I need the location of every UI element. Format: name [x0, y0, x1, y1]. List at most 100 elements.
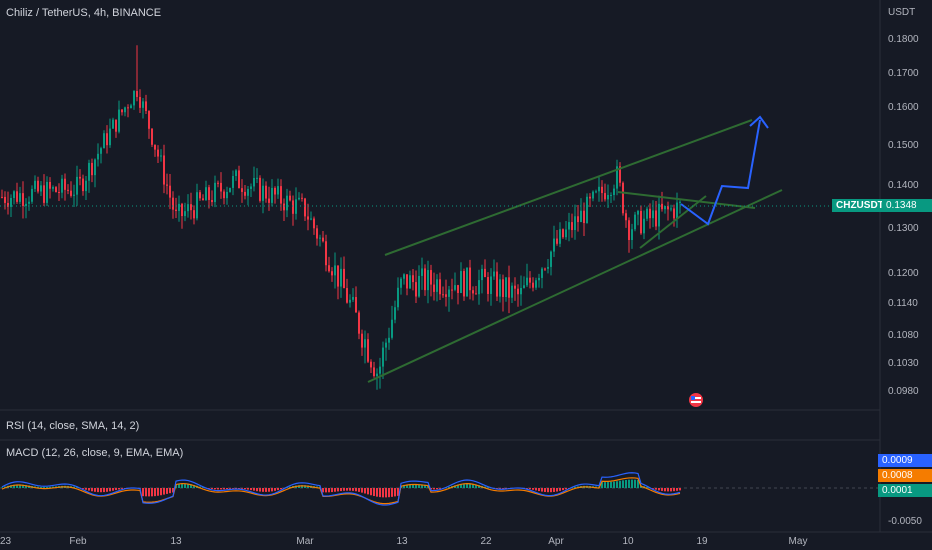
- candle-body: [373, 367, 375, 377]
- macd-histogram-bar: [187, 483, 189, 488]
- time-tick-label: 13: [396, 536, 408, 547]
- channel-lower-line[interactable]: [367, 189, 783, 383]
- projection-arrowhead: [749, 115, 769, 129]
- last-price-value-tag: 0.1348: [882, 199, 932, 212]
- symbol-title[interactable]: Chiliz / TetherUS, 4h, BINANCE: [6, 7, 162, 19]
- macd-histogram-bar: [469, 483, 471, 488]
- macd-histogram-bar: [103, 488, 105, 493]
- time-tick-label: 19: [696, 536, 708, 547]
- candle-body: [223, 191, 225, 199]
- projection-path[interactable]: [680, 119, 761, 226]
- candle-body: [106, 133, 108, 146]
- candle-body: [283, 203, 285, 211]
- candle-body: [289, 195, 291, 201]
- macd-pane: [1, 472, 681, 506]
- candle-body: [646, 208, 648, 219]
- macd-histogram-bar: [535, 488, 537, 491]
- macd-histogram-bar: [550, 488, 552, 493]
- candle-body: [160, 155, 162, 157]
- candle-body: [127, 107, 129, 109]
- candle-body: [454, 285, 456, 290]
- macd-histogram-bar: [157, 488, 159, 496]
- macd-histogram-bar: [460, 484, 462, 488]
- macd-histogram-bar: [634, 479, 636, 488]
- macd-histogram-bar: [661, 488, 663, 491]
- macd-histogram-bar: [166, 488, 168, 494]
- macd-histogram-bar: [421, 484, 423, 488]
- macd-histogram-bar: [265, 488, 267, 492]
- candle-body: [301, 197, 303, 199]
- flag-icon[interactable]: [689, 393, 703, 407]
- time-tick-label: 23: [0, 536, 12, 547]
- price-axis-unit: USDT: [888, 7, 915, 18]
- candle-body: [658, 203, 660, 227]
- candle-body: [520, 287, 522, 295]
- time-tick-label: 22: [480, 536, 492, 547]
- candle-body: [493, 271, 495, 277]
- macd-histogram-bar: [499, 488, 501, 489]
- macd-histogram-bar: [214, 488, 216, 490]
- candle-body: [292, 200, 294, 214]
- price-tick-label: 0.1200: [888, 268, 919, 279]
- candle-body: [247, 188, 249, 196]
- candle-body: [376, 373, 378, 377]
- price-axis[interactable]: USDT 0.1800 0.1700 0.1600 0.1500 0.1400 0.130…: [888, 7, 919, 397]
- macd-histogram-bar: [190, 484, 192, 488]
- candle-body: [64, 178, 66, 190]
- candle-body: [61, 178, 63, 193]
- macd-histogram-bar: [394, 488, 396, 497]
- triangle-upper-line[interactable]: [617, 191, 756, 209]
- candle-body: [298, 197, 300, 200]
- candle-body: [430, 270, 432, 285]
- candle-body: [340, 268, 342, 287]
- candle-body: [532, 282, 534, 288]
- macd-histogram-bar: [637, 480, 639, 488]
- rsi-title[interactable]: RSI (14, close, SMA, 14, 2): [6, 420, 140, 432]
- candle-body: [400, 278, 402, 288]
- macd-histogram-bar: [526, 488, 528, 489]
- macd-histogram-bar: [676, 488, 678, 491]
- macd-histogram-bar: [121, 488, 123, 489]
- candle-body: [259, 177, 261, 201]
- candle-body: [151, 128, 153, 145]
- candle-body: [535, 280, 537, 288]
- candle-body: [484, 268, 486, 278]
- macd-line: [1, 472, 681, 506]
- candle-body: [43, 185, 45, 203]
- macd-histogram-bar: [328, 488, 330, 493]
- candle-body: [76, 176, 78, 195]
- macd-histogram-bar: [49, 486, 51, 488]
- candle-body: [133, 90, 135, 106]
- candle-body: [331, 271, 333, 276]
- macd-histogram-bar: [673, 488, 675, 492]
- candle-body: [208, 187, 210, 200]
- candle-body: [559, 229, 561, 244]
- macd-histogram-bar: [355, 488, 357, 492]
- time-axis[interactable]: 23 Feb 13 Mar 13 22 Apr 10 19 May: [0, 536, 807, 547]
- macd-histogram-bar: [202, 487, 204, 488]
- time-tick-label: Apr: [548, 536, 564, 547]
- macd-histogram-bar: [160, 488, 162, 496]
- candle-body: [184, 211, 186, 217]
- macd-histogram-bar: [226, 488, 228, 490]
- macd-title[interactable]: MACD (12, 26, close, 9, EMA, EMA): [6, 447, 184, 459]
- macd-histogram-bar: [43, 487, 45, 488]
- candle-body: [412, 275, 414, 283]
- candle-body: [607, 195, 609, 200]
- macd-axis[interactable]: -0.0050: [888, 516, 922, 527]
- macd-histogram-bar: [403, 484, 405, 488]
- candle-body: [355, 297, 357, 313]
- macd-histogram-bar: [538, 488, 540, 492]
- macd-histogram-bar: [193, 485, 195, 488]
- candle-body: [571, 222, 573, 231]
- macd-histogram-bar: [277, 488, 279, 491]
- macd-line-value-tag: 0.0009: [878, 454, 932, 467]
- candle-body: [145, 101, 147, 111]
- channel-upper-line[interactable]: [384, 119, 753, 256]
- triangle-lower-line[interactable]: [639, 195, 707, 249]
- candle-body: [130, 105, 132, 109]
- candle-body: [445, 294, 447, 297]
- macd-histogram-bar: [232, 488, 234, 489]
- candle-body: [31, 188, 33, 202]
